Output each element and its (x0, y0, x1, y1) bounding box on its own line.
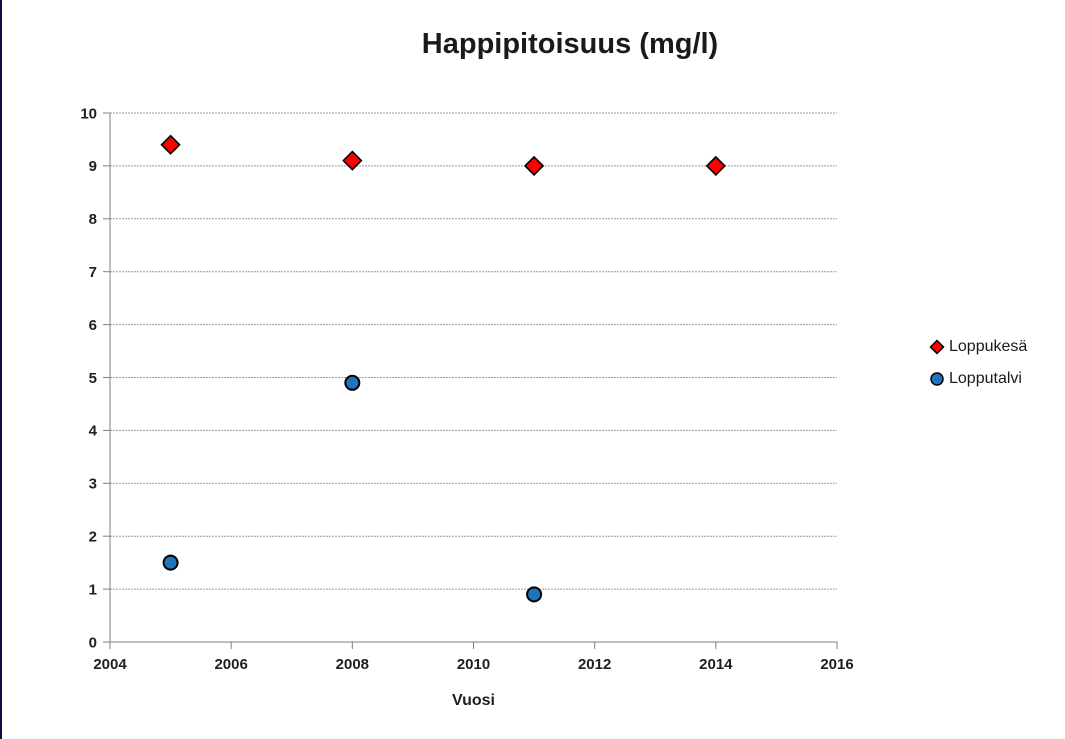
data-point-Lopputalvi-2008[interactable] (344, 374, 361, 391)
legend-item-loppukesa: Loppukesä (929, 338, 1027, 356)
y-tick-label-7: 7 (89, 264, 97, 281)
y-tick-label-6: 6 (89, 317, 97, 334)
data-point-Loppukesä-2011[interactable] (523, 155, 545, 177)
y-tick-label-0: 0 (89, 634, 97, 651)
y-tick-label-10: 10 (80, 105, 97, 122)
y-tick-label-3: 3 (89, 476, 97, 493)
x-tick-label-2012: 2012 (578, 656, 611, 673)
y-tick-label-2: 2 (89, 528, 97, 545)
legend-label-loppukesa: Loppukesä (949, 338, 1028, 355)
page-left-border (0, 0, 2, 739)
legend-circle-icon (930, 372, 944, 386)
x-tick-label-2010: 2010 (457, 656, 490, 673)
y-tick-label-5: 5 (89, 370, 97, 387)
x-tick-label-2008: 2008 (336, 656, 369, 673)
x-axis-title: Vuosi (452, 692, 495, 709)
y-tick-label-8: 8 (89, 211, 97, 228)
data-point-Loppukesä-2005[interactable] (160, 134, 181, 155)
data-point-Lopputalvi-2005[interactable] (162, 554, 179, 571)
legend-label-lopputalvi: Lopputalvi (949, 370, 1022, 387)
x-tick-label-2016: 2016 (820, 656, 853, 673)
legend-item-lopputalvi: Lopputalvi (929, 370, 1027, 388)
y-tick-label-9: 9 (89, 158, 97, 175)
x-tick-label-2006: 2006 (214, 656, 247, 673)
x-tick-label-2014: 2014 (699, 656, 733, 673)
legend-diamond-icon (929, 339, 945, 355)
y-tick-label-1: 1 (89, 581, 97, 598)
chart-title: Happipitoisuus (mg/l) (421, 28, 719, 60)
data-point-Lopputalvi-2011[interactable] (526, 586, 543, 603)
x-tick-label-2004: 2004 (93, 656, 127, 673)
chart-legend: Loppukesä Lopputalvi (929, 338, 1027, 388)
y-tick-label-4: 4 (89, 423, 98, 440)
data-point-Loppukesä-2008[interactable] (342, 150, 363, 171)
data-point-Loppukesä-2014[interactable] (705, 155, 726, 177)
